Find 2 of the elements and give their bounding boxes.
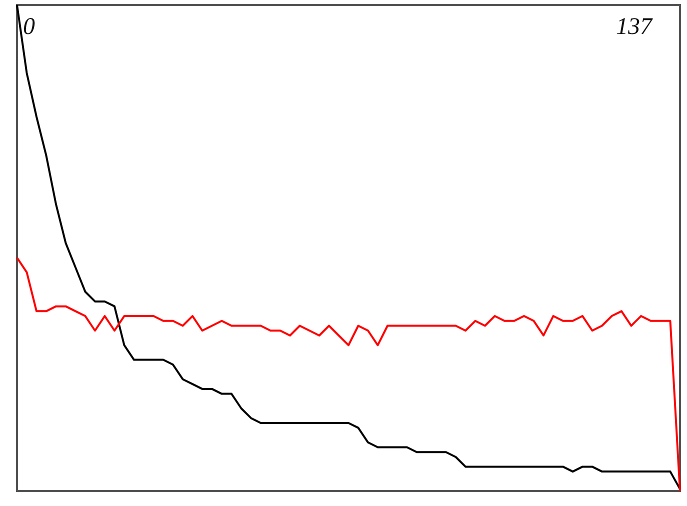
annotation: 137 — [616, 14, 653, 40]
annotation: 0 — [23, 14, 35, 40]
